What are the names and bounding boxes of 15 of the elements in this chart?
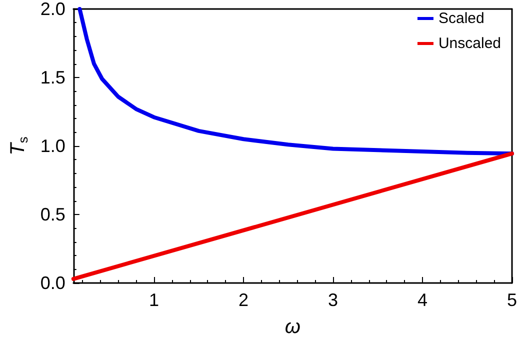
- y-tick-label: 1.0: [40, 136, 66, 156]
- x-tick-label: 3: [328, 290, 338, 310]
- y-tick-label: 2.0: [40, 0, 66, 19]
- x-tick-label: 4: [417, 290, 428, 310]
- y-tick-label: 0.5: [40, 204, 66, 224]
- legend-label: Scaled: [438, 10, 484, 27]
- y-tick-label: 0.0: [40, 273, 66, 293]
- x-axis-title: ω: [284, 316, 300, 338]
- x-tick-label: 1: [148, 290, 159, 310]
- x-tick-label: 5: [506, 290, 517, 310]
- legend-label: Unscaled: [438, 35, 502, 52]
- y-axis-title: Ts: [7, 136, 30, 156]
- x-tick-label: 2: [238, 290, 248, 310]
- y-tick-label: 1.5: [40, 68, 66, 88]
- line-series: [78, 7, 514, 156]
